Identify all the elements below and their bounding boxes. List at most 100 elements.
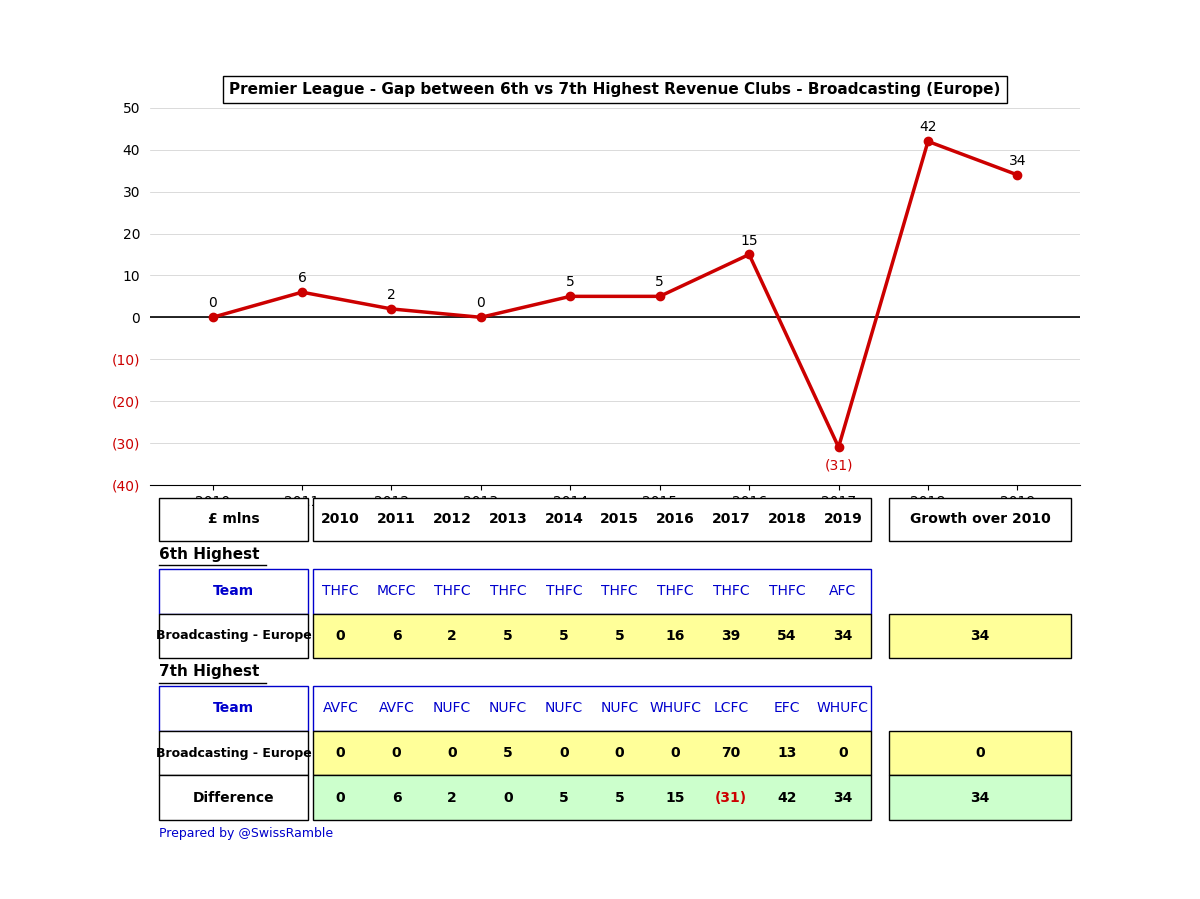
Text: 16: 16 <box>666 629 685 643</box>
Text: Growth over 2010: Growth over 2010 <box>910 512 1050 527</box>
FancyBboxPatch shape <box>889 613 1070 658</box>
Text: NUFC: NUFC <box>433 701 472 716</box>
Text: 6: 6 <box>298 271 306 285</box>
Text: THFC: THFC <box>601 584 638 598</box>
Text: 5: 5 <box>503 629 512 643</box>
FancyBboxPatch shape <box>160 731 308 776</box>
Text: 5: 5 <box>614 791 624 805</box>
Text: 6: 6 <box>391 791 401 805</box>
Text: 0: 0 <box>391 746 401 760</box>
FancyBboxPatch shape <box>889 498 1070 541</box>
Text: 34: 34 <box>971 629 990 643</box>
Text: 42: 42 <box>919 120 937 135</box>
Text: 2012: 2012 <box>433 512 472 527</box>
Text: 0: 0 <box>336 629 346 643</box>
Text: 2013: 2013 <box>488 512 528 527</box>
Text: 2018: 2018 <box>768 512 806 527</box>
Text: 34: 34 <box>971 791 990 805</box>
Text: 70: 70 <box>721 746 740 760</box>
Text: £ mlns: £ mlns <box>208 512 259 527</box>
Text: 0: 0 <box>209 297 217 310</box>
Text: 6: 6 <box>391 629 401 643</box>
FancyBboxPatch shape <box>313 686 871 731</box>
Text: AVFC: AVFC <box>378 701 414 716</box>
Text: WHUFC: WHUFC <box>649 701 702 716</box>
FancyBboxPatch shape <box>313 569 871 613</box>
Text: 34: 34 <box>833 791 852 805</box>
Text: 5: 5 <box>559 791 569 805</box>
Text: 0: 0 <box>476 297 485 310</box>
Text: 0: 0 <box>614 746 624 760</box>
Text: 2015: 2015 <box>600 512 640 527</box>
Text: Difference: Difference <box>193 791 275 805</box>
FancyBboxPatch shape <box>160 613 308 658</box>
Text: THFC: THFC <box>490 584 527 598</box>
Text: Prepared by @SwissRamble: Prepared by @SwissRamble <box>160 827 334 840</box>
Text: (31): (31) <box>715 791 748 805</box>
FancyBboxPatch shape <box>889 776 1070 820</box>
Text: 2014: 2014 <box>545 512 583 527</box>
Text: 2016: 2016 <box>656 512 695 527</box>
Text: 2: 2 <box>448 629 457 643</box>
Text: 5: 5 <box>566 275 575 289</box>
Text: 15: 15 <box>740 234 758 247</box>
Text: 2010: 2010 <box>322 512 360 527</box>
Text: MCFC: MCFC <box>377 584 416 598</box>
Text: Team: Team <box>214 701 254 716</box>
Text: 0: 0 <box>838 746 847 760</box>
Text: 5: 5 <box>655 275 664 289</box>
Text: 39: 39 <box>721 629 740 643</box>
Text: 2: 2 <box>388 288 396 302</box>
FancyBboxPatch shape <box>313 498 871 541</box>
Text: 2: 2 <box>448 791 457 805</box>
Text: THFC: THFC <box>713 584 750 598</box>
Text: 6th Highest: 6th Highest <box>160 547 260 562</box>
Text: 2017: 2017 <box>712 512 751 527</box>
Text: 0: 0 <box>503 791 512 805</box>
Text: 0: 0 <box>336 746 346 760</box>
Text: THFC: THFC <box>323 584 359 598</box>
FancyBboxPatch shape <box>160 498 308 541</box>
Text: 0: 0 <box>559 746 569 760</box>
Text: AFC: AFC <box>829 584 857 598</box>
Text: NUFC: NUFC <box>488 701 527 716</box>
Text: (31): (31) <box>824 458 853 472</box>
FancyBboxPatch shape <box>160 776 308 820</box>
Text: 34: 34 <box>833 629 852 643</box>
Text: AVFC: AVFC <box>323 701 359 716</box>
Text: EFC: EFC <box>774 701 800 716</box>
Text: NUFC: NUFC <box>545 701 583 716</box>
Text: THFC: THFC <box>546 584 582 598</box>
Text: THFC: THFC <box>769 584 805 598</box>
Text: Broadcasting - Europe: Broadcasting - Europe <box>156 746 312 760</box>
Text: NUFC: NUFC <box>600 701 638 716</box>
FancyBboxPatch shape <box>313 613 871 658</box>
Text: THFC: THFC <box>434 584 470 598</box>
Text: 0: 0 <box>671 746 680 760</box>
Text: 42: 42 <box>778 791 797 805</box>
Text: 0: 0 <box>448 746 457 760</box>
Text: 2011: 2011 <box>377 512 416 527</box>
FancyBboxPatch shape <box>313 776 871 820</box>
Text: LCFC: LCFC <box>714 701 749 716</box>
Text: Team: Team <box>214 584 254 598</box>
Title: Premier League - Gap between 6th vs 7th Highest Revenue Clubs - Broadcasting (Eu: Premier League - Gap between 6th vs 7th … <box>229 82 1001 97</box>
Text: 15: 15 <box>666 791 685 805</box>
FancyBboxPatch shape <box>889 731 1070 776</box>
Text: 7th Highest: 7th Highest <box>160 663 259 679</box>
Text: 34: 34 <box>1009 154 1026 168</box>
Text: THFC: THFC <box>658 584 694 598</box>
FancyBboxPatch shape <box>160 686 308 731</box>
Text: 2019: 2019 <box>823 512 863 527</box>
FancyBboxPatch shape <box>160 569 308 613</box>
FancyBboxPatch shape <box>313 731 871 776</box>
Text: WHUFC: WHUFC <box>817 701 869 716</box>
Text: 0: 0 <box>976 746 985 760</box>
Text: Broadcasting - Europe: Broadcasting - Europe <box>156 629 312 643</box>
Text: 0: 0 <box>336 791 346 805</box>
Text: 54: 54 <box>778 629 797 643</box>
Text: 5: 5 <box>503 746 512 760</box>
Text: 5: 5 <box>559 629 569 643</box>
Text: 13: 13 <box>778 746 797 760</box>
Text: 5: 5 <box>614 629 624 643</box>
